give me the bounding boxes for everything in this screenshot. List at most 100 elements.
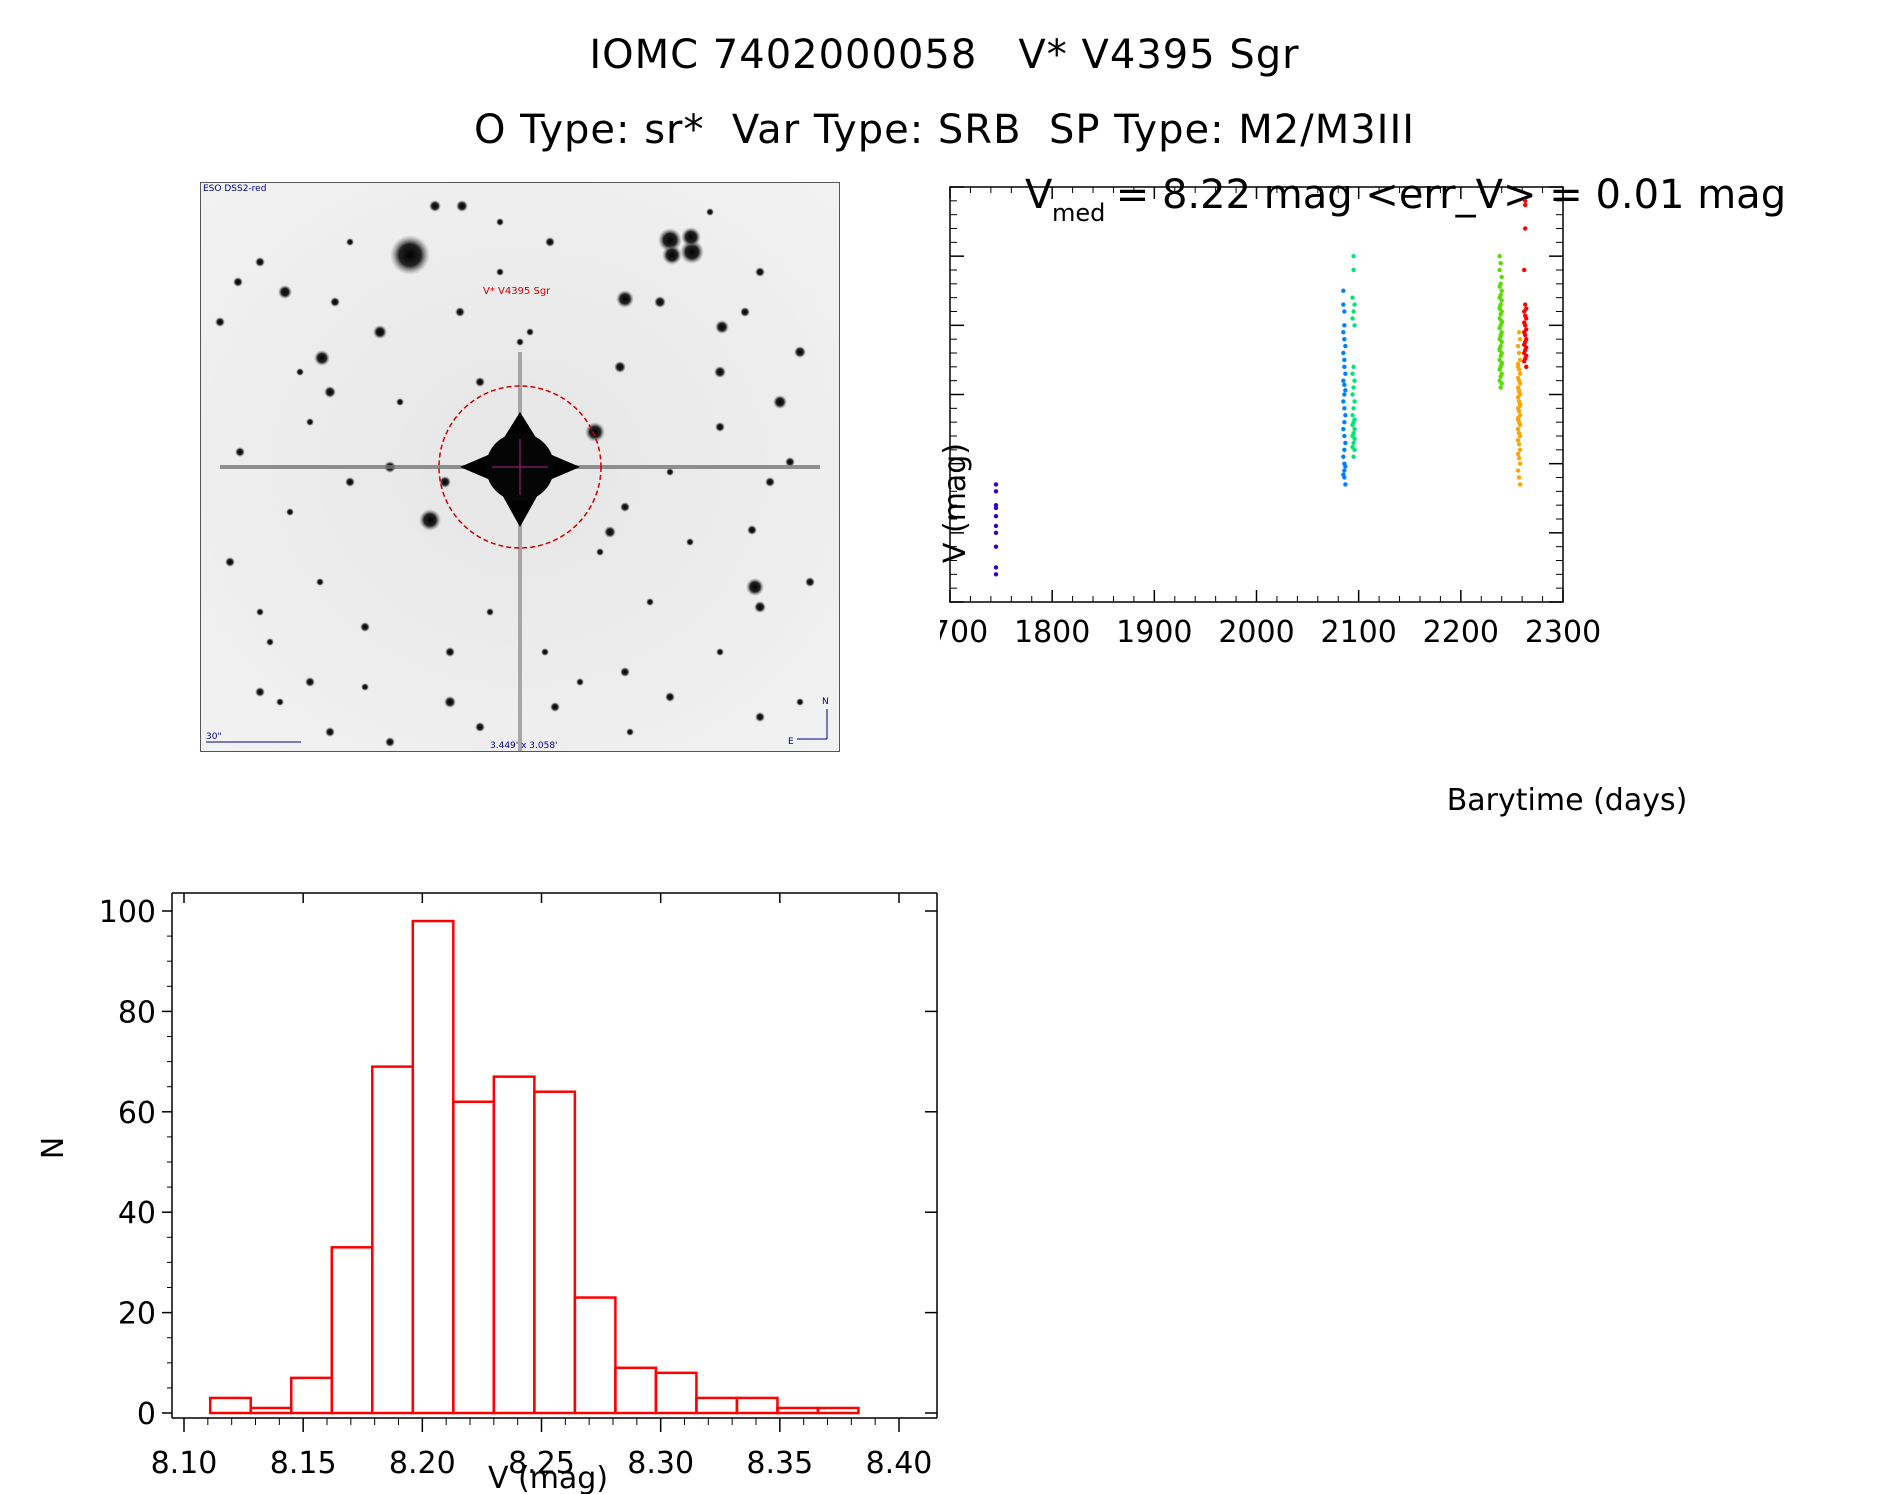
lc-data-point bbox=[1517, 336, 1523, 342]
lc-data-point bbox=[1342, 447, 1347, 453]
lc-data-point bbox=[1343, 464, 1348, 469]
star bbox=[475, 377, 485, 387]
lc-data-point bbox=[1343, 371, 1348, 376]
lc-data-point bbox=[1342, 309, 1347, 314]
star bbox=[419, 509, 441, 531]
lc-data-point bbox=[1342, 392, 1347, 397]
lc-xtick-label: 1900 bbox=[1116, 615, 1192, 650]
lc-plot-frame bbox=[949, 186, 1564, 603]
star bbox=[276, 698, 284, 706]
hist-bar bbox=[208, 1396, 252, 1415]
lc-xtick-label: 2200 bbox=[1423, 615, 1499, 650]
lc-data-point bbox=[1497, 367, 1502, 372]
lc-data-point bbox=[1342, 336, 1347, 342]
star bbox=[526, 328, 534, 336]
hist-ytick-label: 80 bbox=[118, 995, 156, 1030]
lc-data-point bbox=[993, 544, 999, 549]
star bbox=[585, 422, 605, 442]
lc-data-point bbox=[1521, 267, 1527, 273]
lc-data-point bbox=[1341, 378, 1346, 383]
hist-xtick-label: 8.10 bbox=[151, 1446, 218, 1481]
hist-bar bbox=[330, 1246, 374, 1415]
lc-data-point bbox=[1522, 323, 1528, 328]
lc-data-point bbox=[1352, 302, 1357, 307]
star bbox=[305, 677, 315, 687]
light-curve-chart: V med = 8.22 mag <err_V> = 0.01 mag 1700… bbox=[940, 172, 1786, 818]
sky-image-panel: ESO DSS2-red V* V4395 Sgr 30" 3.449' x 3… bbox=[200, 182, 840, 752]
lc-xtick-label: 2100 bbox=[1320, 615, 1396, 650]
star bbox=[550, 702, 560, 712]
lc-data-point bbox=[1515, 426, 1521, 432]
star bbox=[346, 238, 354, 246]
hist-bar bbox=[776, 1406, 820, 1415]
lc-data-point bbox=[1351, 454, 1356, 459]
lc-data-point bbox=[993, 572, 999, 577]
lc-data-point bbox=[993, 565, 999, 570]
star bbox=[225, 557, 235, 567]
lc-data-point bbox=[1524, 364, 1529, 370]
lc-xlabel: Barytime (days) bbox=[1447, 783, 1688, 818]
lc-data-point bbox=[1497, 253, 1502, 259]
lc-data-point bbox=[1343, 343, 1348, 349]
lc-data-point bbox=[1498, 353, 1503, 358]
lc-data-point bbox=[1351, 406, 1356, 411]
lc-data-point bbox=[1352, 323, 1357, 328]
hist-bar bbox=[654, 1371, 698, 1415]
star bbox=[714, 366, 726, 378]
lc-data-point bbox=[1517, 381, 1523, 386]
hist-ytick-label: 100 bbox=[99, 895, 156, 930]
star bbox=[747, 525, 757, 535]
compass-east-label: E bbox=[788, 737, 794, 747]
lc-data-point bbox=[1515, 437, 1521, 443]
lc-data-point bbox=[1517, 461, 1523, 466]
star bbox=[255, 257, 265, 267]
image-frame bbox=[200, 182, 840, 752]
star bbox=[286, 508, 294, 516]
lc-data-point bbox=[1517, 482, 1523, 487]
lc-data-point bbox=[993, 505, 999, 511]
hist-ytick-label: 20 bbox=[118, 1297, 156, 1332]
histogram-chart: 8.10 8.15 8.20 8.25 8.30 8.35 8.40 0 20 40 60 80 100… bbox=[36, 892, 938, 1494]
lc-data-point bbox=[1522, 332, 1528, 338]
star bbox=[215, 317, 225, 327]
hist-bars bbox=[208, 919, 860, 1415]
lc-data-point bbox=[1343, 413, 1348, 418]
star bbox=[325, 727, 335, 737]
star bbox=[266, 638, 274, 646]
lc-data-point bbox=[1350, 316, 1355, 321]
star bbox=[324, 386, 336, 398]
hist-ytick-label: 60 bbox=[118, 1096, 156, 1131]
star bbox=[715, 320, 729, 334]
star bbox=[429, 200, 441, 212]
lc-data-point bbox=[1516, 330, 1522, 335]
lc-data-point bbox=[1499, 339, 1504, 345]
star bbox=[796, 698, 804, 706]
lc-data-point bbox=[1350, 371, 1355, 376]
star bbox=[445, 647, 455, 657]
lc-data-point bbox=[1341, 454, 1346, 459]
star bbox=[754, 601, 766, 613]
star bbox=[654, 296, 666, 308]
lc-data-point bbox=[1516, 408, 1522, 414]
lc-data-point bbox=[1342, 357, 1347, 363]
lc-data-point bbox=[993, 514, 999, 519]
figure-title-types: O Type: sr* Var Type: SRB SP Type: M2/M3… bbox=[473, 107, 1416, 153]
star bbox=[456, 200, 468, 212]
hist-bar bbox=[533, 1090, 577, 1415]
star bbox=[620, 667, 630, 677]
lc-data-point bbox=[1521, 359, 1527, 364]
lc-data-point bbox=[1524, 316, 1529, 321]
star bbox=[646, 598, 654, 606]
lc-data-point bbox=[1351, 364, 1356, 370]
lc-data-point bbox=[1499, 320, 1504, 325]
star bbox=[805, 577, 815, 587]
star bbox=[785, 457, 795, 467]
star bbox=[486, 608, 494, 616]
lc-data-point bbox=[1352, 399, 1357, 404]
star bbox=[278, 285, 292, 299]
scale-label: 30" bbox=[206, 732, 222, 742]
star bbox=[604, 526, 616, 538]
lc-data-point bbox=[1341, 330, 1346, 335]
star bbox=[475, 722, 485, 732]
lc-data-point bbox=[1342, 433, 1347, 439]
